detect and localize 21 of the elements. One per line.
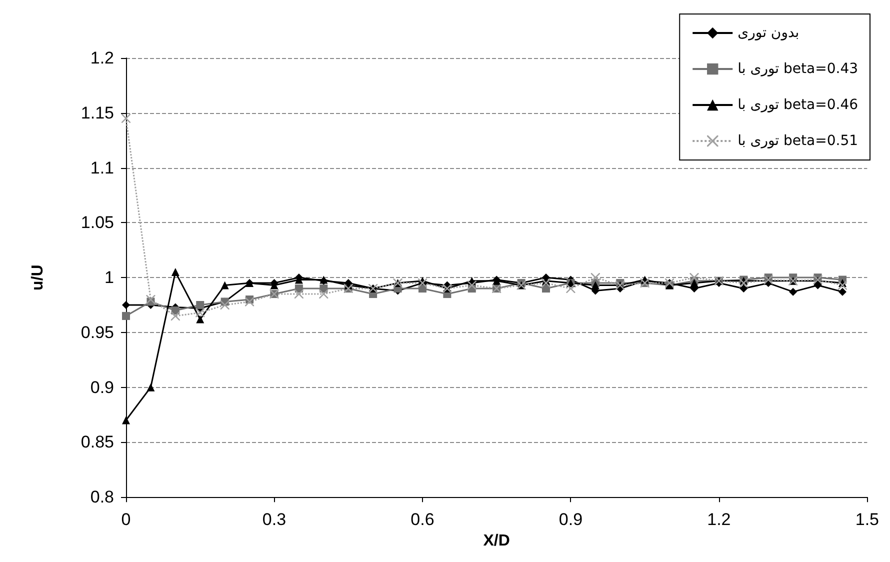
x-axis-title: X/D <box>483 532 510 550</box>
y-axis-title: u/U <box>30 264 46 290</box>
x-tick-label: 0.9 <box>558 510 583 530</box>
x-tick-label: 1.2 <box>707 510 731 530</box>
legend-label: توری با beta=0.46 <box>738 97 858 113</box>
x-tick-label: 0.3 <box>262 510 286 530</box>
legend-label: بدون توری <box>738 25 800 41</box>
x-tick-label: 1.5 <box>855 510 880 530</box>
y-tick-label: 1.15 <box>80 103 114 122</box>
legend-label: توری با beta=0.51 <box>738 133 858 149</box>
y-tick-label: 1.05 <box>80 213 114 232</box>
x-tick-label: 0.6 <box>410 510 434 530</box>
y-tick-label: 0.85 <box>80 432 114 452</box>
y-tick-label: 1.2 <box>90 48 114 68</box>
y-tick-label: 0.95 <box>80 322 114 342</box>
legend-label: توری با beta=0.43 <box>738 61 858 77</box>
y-tick-label: 1 <box>104 268 114 288</box>
y-tick-label: 1.1 <box>90 158 114 178</box>
y-tick-label: 0.9 <box>90 378 114 397</box>
x-tick-label: 0 <box>121 510 131 530</box>
y-tick-label: 0.8 <box>90 488 114 507</box>
